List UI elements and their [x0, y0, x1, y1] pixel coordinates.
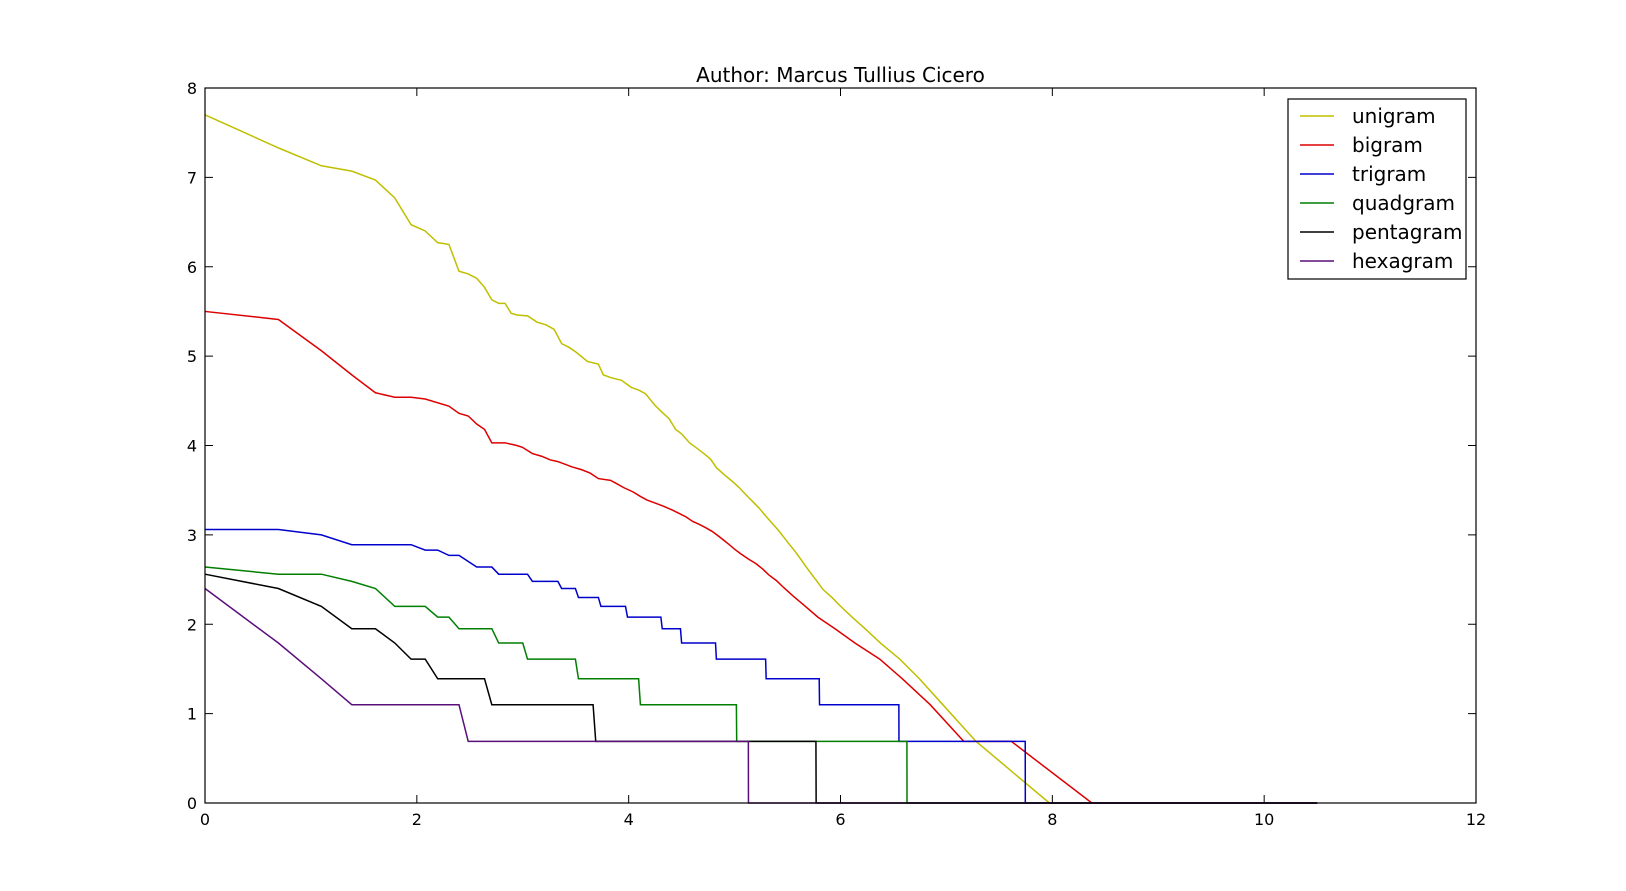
x-tick-label: 2: [412, 810, 422, 829]
plot-area: [204, 114, 1318, 804]
y-tick-label: 6: [187, 258, 197, 277]
series-line-trigram: [205, 528, 1318, 804]
y-axis-ticks: 0 1 2 3 4 5 6 7 8: [187, 79, 1476, 813]
legend-label-pentagram: pentagram: [1352, 220, 1462, 244]
series-line-unigram: [204, 114, 1318, 804]
legend-box: [1287, 98, 1467, 280]
y-tick-label: 2: [187, 615, 197, 634]
x-tick-label: 0: [200, 810, 210, 829]
legend-label-unigram: unigram: [1352, 104, 1436, 128]
axes-frame: [204, 87, 1477, 804]
legend-label-quadgram: quadgram: [1352, 191, 1455, 215]
x-tick-label: 8: [1047, 810, 1057, 829]
y-tick-label: 8: [187, 79, 197, 98]
series-line-hexagram: [204, 587, 1318, 804]
x-tick-label: 4: [624, 810, 634, 829]
legend: unigram bigram trigram quadgram pentagram hex…: [1287, 98, 1467, 280]
legend-label-hexagram: hexagram: [1352, 249, 1453, 273]
x-axis-ticks: 0 2 4 6 8 10 12: [200, 88, 1486, 829]
series-line-quadgram: [204, 566, 1318, 804]
y-tick-label: 5: [187, 347, 197, 366]
series-line-pentagram: [204, 573, 1318, 804]
x-tick-label: 6: [835, 810, 845, 829]
series-line-bigram: [204, 310, 1318, 804]
y-tick-label: 0: [187, 794, 197, 813]
legend-label-bigram: bigram: [1352, 133, 1423, 157]
legend-label-trigram: trigram: [1352, 162, 1426, 186]
y-tick-label: 4: [187, 437, 197, 456]
chart-title: Author: Marcus Tullius Cicero: [696, 63, 985, 87]
x-tick-label: 12: [1466, 810, 1486, 829]
axes-border: [204, 87, 1477, 804]
y-tick-label: 3: [187, 526, 197, 545]
x-tick-label: 10: [1254, 810, 1274, 829]
y-tick-label: 1: [187, 705, 197, 724]
y-tick-label: 7: [187, 168, 197, 187]
